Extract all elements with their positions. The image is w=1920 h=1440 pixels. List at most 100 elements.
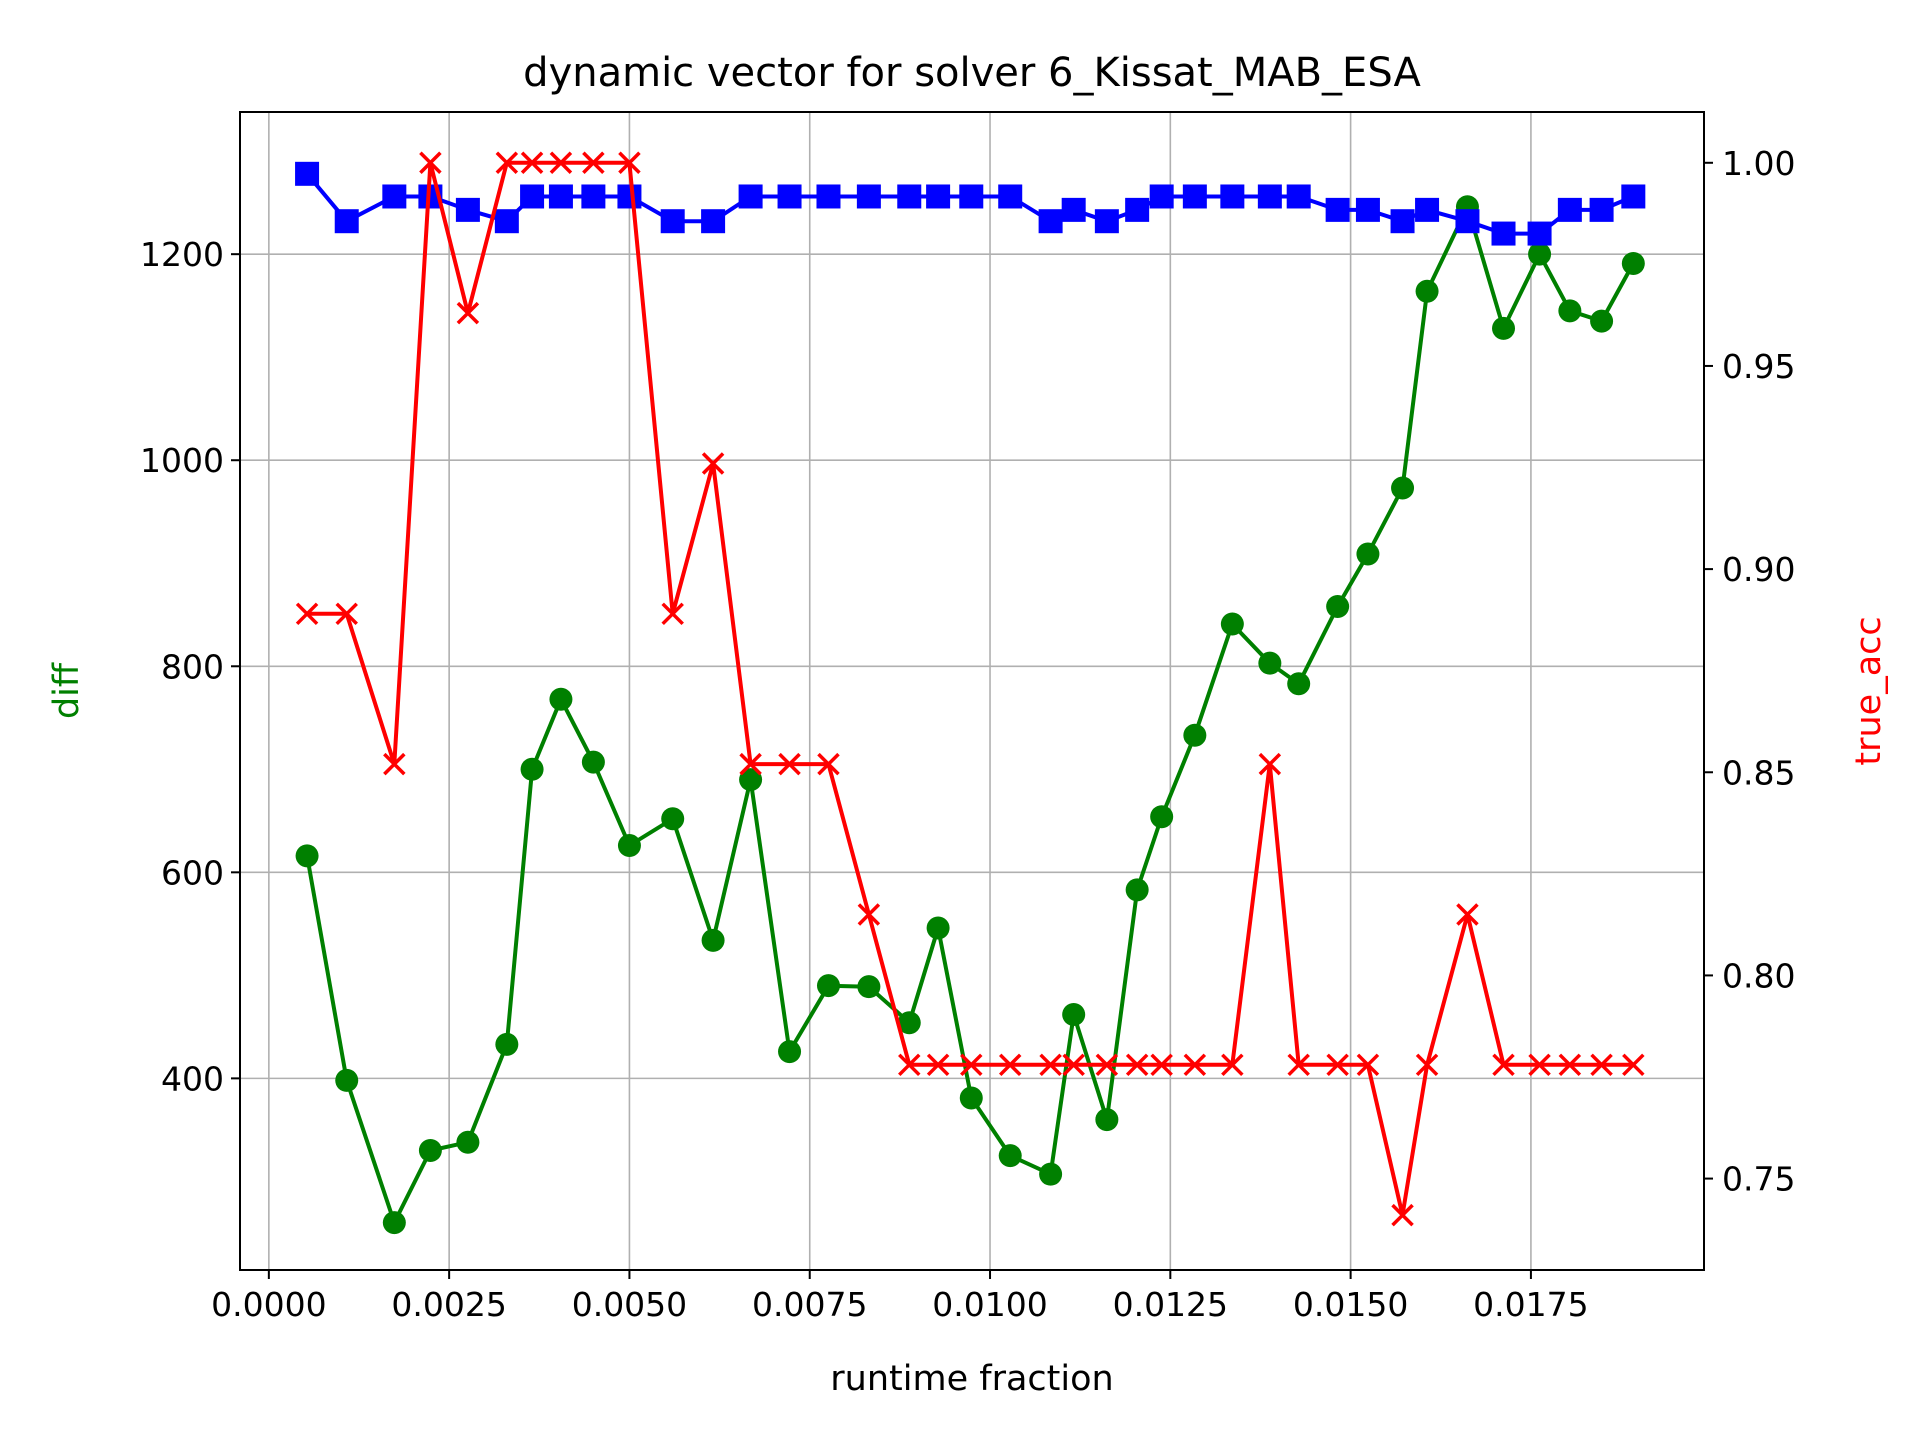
data-point — [701, 452, 725, 475]
data-point — [1391, 1203, 1414, 1227]
data-point — [1456, 903, 1479, 926]
data-point — [777, 184, 802, 209]
y-left-tick-label: 800 — [161, 647, 224, 686]
data-point — [1356, 542, 1380, 566]
y-right-tick-label: 0.90 — [1722, 550, 1795, 589]
data-point — [998, 1144, 1022, 1168]
data-point — [1492, 316, 1516, 340]
data-point — [960, 1053, 983, 1077]
data-point — [520, 184, 545, 209]
grid — [240, 112, 1704, 1270]
data-point — [1038, 209, 1063, 234]
data-point — [1455, 209, 1480, 234]
data-point — [959, 184, 984, 209]
data-point — [495, 151, 519, 175]
data-point — [1150, 805, 1174, 829]
data-point — [1589, 197, 1614, 222]
x-tick-label: 0.0150 — [1293, 1285, 1408, 1324]
data-point — [549, 687, 573, 711]
data-point — [1415, 197, 1440, 222]
data-point — [618, 151, 641, 175]
data-point — [494, 209, 519, 234]
data-point — [738, 184, 763, 209]
data-point — [456, 1130, 480, 1154]
data-point — [581, 184, 606, 209]
data-point — [926, 1053, 950, 1077]
axes-frame — [239, 111, 1705, 1271]
y-left-tick-label: 1200 — [140, 235, 224, 274]
chart-title: dynamic vector for solver 6_Kissat_MAB_E… — [523, 50, 1421, 96]
data-point — [1258, 651, 1282, 675]
data-point — [1355, 197, 1380, 222]
data-point — [335, 1068, 359, 1092]
y-left-tick-label: 1000 — [140, 441, 224, 480]
y-right-tick-label: 0.85 — [1722, 753, 1795, 792]
data-point — [660, 209, 685, 234]
data-point — [1557, 197, 1582, 222]
data-point — [617, 834, 641, 858]
data-point — [739, 768, 763, 792]
x-tick-label: 0.0025 — [391, 1285, 506, 1324]
data-point — [295, 844, 319, 868]
data-point — [1621, 184, 1646, 209]
data-point — [335, 602, 358, 626]
data-point — [1183, 1053, 1207, 1077]
series-3 — [295, 151, 1645, 1227]
data-point — [661, 807, 685, 831]
data-point — [1125, 878, 1149, 902]
data-point — [661, 602, 684, 626]
data-point — [1415, 279, 1439, 303]
data-point — [701, 209, 726, 234]
data-point — [998, 184, 1023, 209]
data-point — [1183, 723, 1207, 747]
x-tick-label: 0.0050 — [572, 1285, 687, 1324]
data-point — [1558, 299, 1582, 323]
data-point — [816, 974, 840, 998]
data-point — [419, 151, 442, 175]
data-point — [1220, 184, 1245, 209]
data-point — [334, 209, 359, 234]
data-point — [1527, 221, 1552, 246]
data-point — [898, 1053, 921, 1077]
data-point — [817, 752, 840, 776]
x-tick-label: 0.0075 — [752, 1285, 867, 1324]
data-point — [1220, 612, 1244, 636]
data-point — [495, 1032, 519, 1056]
data-point — [1356, 1053, 1380, 1077]
data-point — [1528, 1053, 1551, 1077]
data-point — [295, 161, 320, 186]
data-point — [1326, 1053, 1349, 1077]
y-right-tick-label: 0.75 — [1722, 1160, 1795, 1199]
data-point — [1039, 1053, 1062, 1077]
data-point — [1287, 1053, 1310, 1077]
y-left-axis-label: diff — [47, 662, 87, 719]
x-tick-label: 0.0125 — [1113, 1285, 1228, 1324]
data-point — [1125, 1053, 1149, 1077]
x-tick-label: 0.0175 — [1473, 1285, 1588, 1324]
data-point — [382, 184, 407, 209]
data-point — [1150, 1053, 1173, 1077]
data-point — [926, 184, 951, 209]
data-point — [1622, 1053, 1645, 1077]
data-point — [1390, 209, 1415, 234]
y-right-tick-label: 1.00 — [1722, 144, 1795, 183]
data-point — [778, 1040, 802, 1064]
data-point — [1590, 1053, 1613, 1077]
y-left-tick-label: 600 — [161, 853, 224, 892]
data-point — [456, 301, 480, 325]
data-point — [418, 1138, 442, 1162]
data-point — [857, 903, 881, 926]
data-point — [383, 752, 406, 776]
data-point — [520, 151, 544, 175]
data-point — [1286, 184, 1311, 209]
data-point — [1062, 1002, 1086, 1026]
data-point — [1415, 1053, 1439, 1077]
data-point — [1258, 752, 1282, 776]
data-point — [959, 1086, 983, 1110]
data-point — [816, 184, 841, 209]
data-point — [1095, 1053, 1119, 1077]
data-point — [701, 928, 725, 952]
data-point — [1182, 184, 1207, 209]
data-point — [1257, 184, 1282, 209]
